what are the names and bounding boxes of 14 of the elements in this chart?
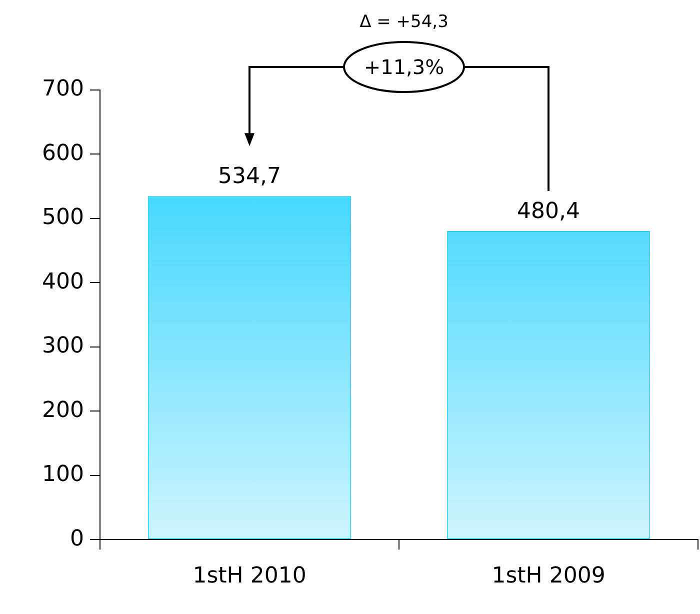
y-tick-label: 700 (42, 76, 84, 102)
y-tick-label: 300 (42, 334, 84, 359)
y-tick-label: 100 (42, 462, 84, 488)
y-tick-label: 600 (42, 140, 84, 166)
y-tick-label: 0 (70, 526, 84, 552)
x-tick-label: 1stH 2010 (192, 564, 306, 589)
text: +11,3% (364, 55, 444, 79)
data-label: 480,4 (517, 198, 580, 224)
y-tick-label: 500 (42, 205, 84, 230)
text: Δ = +54,3 (360, 12, 448, 32)
data-label: 534,7 (218, 164, 281, 189)
y-tick-label: 400 (42, 269, 84, 294)
y-tick-label: 200 (42, 398, 84, 423)
x-tick-label: 1stH 2009 (492, 564, 606, 589)
